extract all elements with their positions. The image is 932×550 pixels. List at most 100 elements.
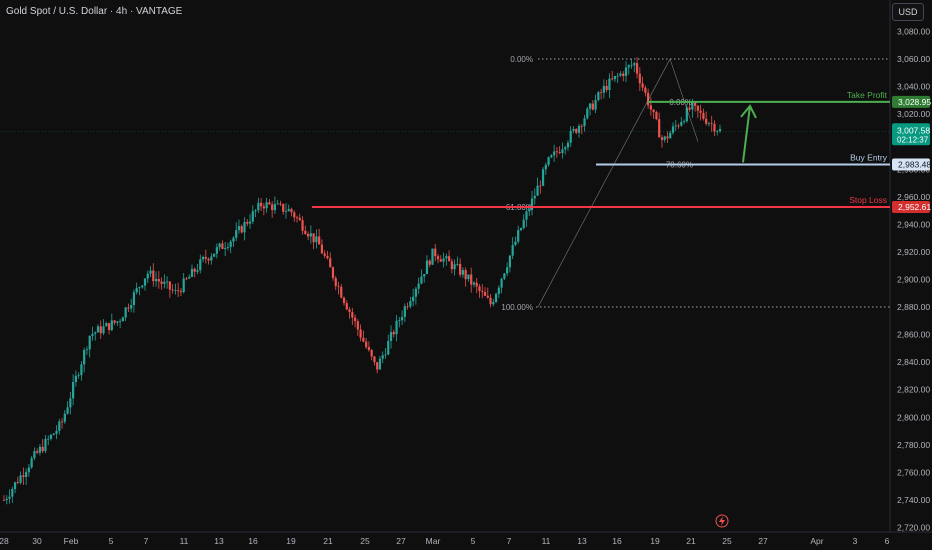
- candle-body: [541, 169, 545, 186]
- price-tag: 2,983.48: [898, 159, 931, 169]
- candle-body: [66, 407, 69, 414]
- candle-body: [718, 128, 722, 132]
- candle-body: [298, 217, 301, 221]
- y-tick-label: 2,760.00: [897, 467, 930, 477]
- candle-body: [279, 203, 282, 205]
- candle-body: [13, 482, 17, 489]
- candle-body: [306, 234, 310, 237]
- candle-body: [171, 289, 174, 291]
- x-tick-label: 25: [722, 536, 732, 546]
- candle-body: [373, 356, 376, 363]
- candle-body: [207, 258, 210, 261]
- candle-body: [550, 155, 553, 158]
- candle-body: [439, 259, 442, 262]
- candle-body: [196, 270, 199, 272]
- candle-body: [265, 202, 268, 209]
- candle-body: [663, 136, 666, 140]
- candle-body: [489, 297, 492, 305]
- candle-body: [44, 438, 47, 452]
- x-tick-label: 19: [650, 536, 660, 546]
- candle-body: [63, 413, 66, 422]
- candle-body: [423, 274, 426, 277]
- candle-body: [577, 125, 581, 133]
- candle-body: [152, 270, 155, 282]
- candle-body: [406, 306, 409, 308]
- fib-diagonal: [537, 58, 671, 308]
- candle-body: [342, 297, 346, 304]
- current-price-tag: 3,007.58: [897, 125, 930, 135]
- y-tick-label: 2,720.00: [897, 523, 930, 533]
- candle-body: [660, 137, 664, 140]
- candle-body: [710, 123, 713, 125]
- currency-button[interactable]: USD: [892, 3, 924, 21]
- candle-body: [304, 230, 307, 235]
- y-tick-label: 3,020.00: [897, 109, 930, 119]
- candle-body: [456, 263, 459, 265]
- candle-body: [49, 434, 53, 439]
- candle-body: [682, 121, 686, 123]
- candle-body: [226, 247, 230, 249]
- candle-body: [378, 358, 382, 370]
- candle-body: [514, 241, 517, 246]
- candle-body: [436, 256, 440, 260]
- candle-body: [8, 496, 11, 499]
- y-tick-label: 2,920.00: [897, 247, 930, 257]
- candle-body: [273, 204, 277, 211]
- candle-body: [33, 451, 36, 459]
- candle-body: [47, 438, 50, 440]
- candle-body: [356, 321, 359, 330]
- candle-body: [199, 259, 202, 271]
- candle-body: [467, 274, 470, 280]
- candle-body: [641, 83, 644, 88]
- candle-body: [179, 291, 183, 293]
- candle-body: [295, 217, 299, 219]
- candle-body: [644, 87, 647, 93]
- candle-body: [318, 236, 321, 245]
- candle-body: [16, 482, 19, 484]
- candle-body: [11, 488, 14, 497]
- x-tick-label: 27: [396, 536, 406, 546]
- candle-body: [251, 211, 254, 222]
- candle-body: [77, 375, 80, 376]
- candle-body: [475, 282, 478, 287]
- candle-body: [569, 130, 572, 143]
- candle-body: [624, 67, 628, 77]
- candle-body: [224, 248, 227, 249]
- candle-body: [235, 230, 238, 238]
- candle-body: [331, 267, 335, 279]
- candle-body: [605, 85, 608, 91]
- x-tick-label: 19: [286, 536, 296, 546]
- candle-body: [309, 233, 312, 237]
- candle-body: [204, 256, 207, 259]
- candle-body: [417, 283, 420, 289]
- candle-body: [478, 286, 481, 292]
- candle-body: [442, 258, 445, 262]
- lightning-icon: [719, 516, 725, 526]
- candle-body: [705, 118, 708, 124]
- candle-body: [146, 273, 149, 279]
- candle-body: [553, 151, 556, 156]
- candle-body: [459, 263, 462, 275]
- x-tick-label: 7: [144, 536, 149, 546]
- candle-body: [25, 472, 28, 477]
- candle-body: [638, 73, 641, 84]
- candle-body: [702, 112, 705, 119]
- candle-body: [5, 498, 8, 501]
- candle-body: [149, 270, 152, 274]
- candle-body: [412, 296, 415, 302]
- candle-body: [566, 142, 570, 148]
- candle-body: [655, 112, 658, 120]
- x-tick-label: 16: [248, 536, 258, 546]
- candle-body: [688, 107, 691, 110]
- candle-body: [403, 306, 406, 317]
- candle-body: [461, 270, 465, 275]
- candle-body: [353, 317, 357, 322]
- candle-body: [107, 323, 111, 331]
- candle-body: [163, 281, 166, 284]
- candle-body: [182, 278, 185, 293]
- candle-body: [564, 147, 567, 150]
- x-tick-label: 11: [542, 536, 551, 546]
- candle-body: [83, 349, 86, 365]
- candle-body: [359, 329, 362, 338]
